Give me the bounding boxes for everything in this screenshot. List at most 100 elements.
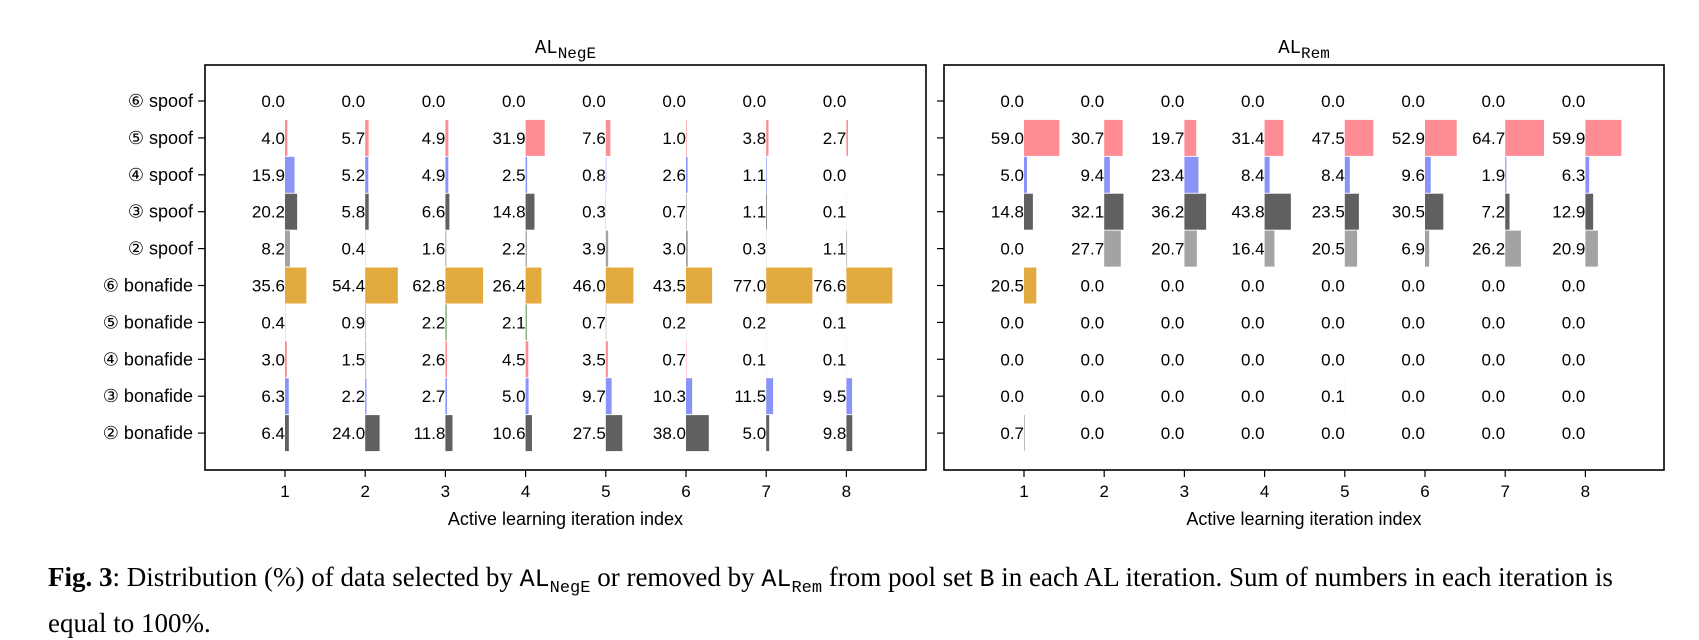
y-tick-label: ③ bonafide <box>103 386 193 406</box>
data-label: 0.1 <box>823 350 847 369</box>
y-tick-label: ③ spoof <box>128 202 194 222</box>
data-label: 2.7 <box>823 129 847 148</box>
bar <box>445 378 447 414</box>
data-label: 52.9 <box>1392 129 1425 148</box>
data-label: 59.9 <box>1552 129 1585 148</box>
bar <box>365 415 379 451</box>
data-label: 0.3 <box>743 240 767 259</box>
bar <box>1104 231 1121 267</box>
data-label: 43.8 <box>1232 203 1265 222</box>
data-label: 0.7 <box>662 350 686 369</box>
data-label: 0.0 <box>1321 92 1345 111</box>
data-label: 0.0 <box>1321 313 1345 332</box>
data-label: 19.7 <box>1151 129 1184 148</box>
bar <box>1184 120 1196 156</box>
data-label: 0.0 <box>1081 277 1105 296</box>
data-label: 0.0 <box>1562 277 1586 296</box>
bar <box>285 194 297 230</box>
data-label: 9.6 <box>1401 166 1425 185</box>
data-label: 0.0 <box>1000 313 1024 332</box>
data-label: 20.7 <box>1151 240 1184 259</box>
x-tick-label: 8 <box>842 482 851 501</box>
data-label: 32.1 <box>1071 203 1104 222</box>
data-label: 0.0 <box>1241 313 1265 332</box>
bar <box>285 231 290 267</box>
data-label: 1.5 <box>342 350 366 369</box>
data-label: 14.8 <box>991 203 1024 222</box>
bar <box>846 268 892 304</box>
bar <box>285 341 287 377</box>
caption-code-2-main: AL <box>761 565 791 594</box>
data-label: 5.0 <box>1000 166 1024 185</box>
x-tick-label: 1 <box>1019 482 1028 501</box>
caption-text-3: from pool set <box>822 562 979 592</box>
bar <box>1505 157 1506 193</box>
data-label: 59.0 <box>991 129 1024 148</box>
y-tick-label: ⑤ bonafide <box>103 312 193 332</box>
data-label: 20.2 <box>252 203 285 222</box>
data-label: 6.3 <box>261 387 285 406</box>
x-tick-label: 4 <box>521 482 530 501</box>
data-label: 0.1 <box>823 203 847 222</box>
y-tick-label: ④ spoof <box>128 165 194 185</box>
data-label: 0.0 <box>422 92 446 111</box>
data-label: 2.1 <box>502 313 526 332</box>
data-label: 12.9 <box>1552 203 1585 222</box>
bar <box>1104 157 1110 193</box>
data-label: 10.6 <box>493 424 526 443</box>
bar <box>526 194 535 230</box>
bar <box>766 415 769 451</box>
data-label: 23.4 <box>1151 166 1184 185</box>
data-label: 0.0 <box>662 92 686 111</box>
bar <box>445 231 446 267</box>
data-label: 0.0 <box>1081 92 1105 111</box>
bar <box>766 194 767 230</box>
x-tick-label: 6 <box>681 482 690 501</box>
bar <box>365 120 368 156</box>
data-label: 1.9 <box>1482 166 1506 185</box>
data-label: 11.5 <box>734 387 766 406</box>
data-label: 4.9 <box>422 166 446 185</box>
bar <box>285 120 287 156</box>
data-label: 27.5 <box>573 424 606 443</box>
bar <box>365 194 368 230</box>
x-axis-label-1: Active learning iteration index <box>448 509 683 529</box>
y-tick-label: ② bonafide <box>103 423 193 443</box>
data-label: 30.5 <box>1392 203 1425 222</box>
data-label: 5.0 <box>743 424 767 443</box>
bar <box>606 231 608 267</box>
x-tick-label: 5 <box>601 482 610 501</box>
bar <box>285 378 289 414</box>
data-label: 0.0 <box>1241 92 1265 111</box>
data-label: 5.8 <box>342 203 366 222</box>
data-label: 11.8 <box>414 424 446 443</box>
x-tick-label: 8 <box>1581 482 1590 501</box>
y-tick-label: ④ bonafide <box>103 349 193 369</box>
bar <box>1345 157 1350 193</box>
data-label: 8.2 <box>261 240 285 259</box>
data-label: 0.0 <box>342 92 366 111</box>
data-label: 0.0 <box>1321 277 1345 296</box>
data-label: 1.0 <box>662 129 686 148</box>
bar <box>606 378 612 414</box>
bar <box>606 268 634 304</box>
bar <box>526 120 545 156</box>
data-label: 2.7 <box>422 387 446 406</box>
data-label: 14.8 <box>493 203 526 222</box>
caption-code-1-main: AL <box>520 565 550 594</box>
data-label: 15.9 <box>252 166 285 185</box>
bar <box>526 304 527 340</box>
data-label: 38.0 <box>653 424 686 443</box>
data-label: 35.6 <box>252 277 285 296</box>
bar <box>285 415 289 451</box>
data-label: 0.0 <box>1321 350 1345 369</box>
bar <box>1585 194 1593 230</box>
bar <box>846 378 852 414</box>
bar <box>1024 157 1027 193</box>
data-label: 46.0 <box>573 277 606 296</box>
data-label: 0.4 <box>342 240 366 259</box>
data-label: 0.0 <box>1161 313 1185 332</box>
bar <box>1505 194 1509 230</box>
data-label: 0.0 <box>1401 350 1425 369</box>
y-tick-label: ⑥ bonafide <box>103 276 193 296</box>
